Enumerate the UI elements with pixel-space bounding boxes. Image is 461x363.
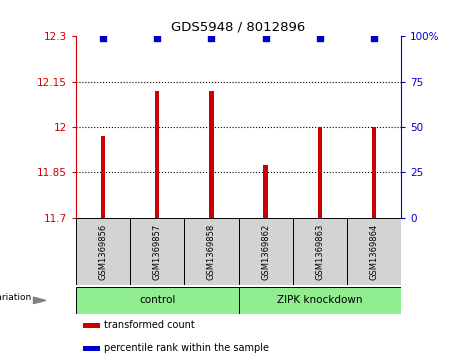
Text: transformed count: transformed count — [104, 321, 195, 330]
Bar — [372, 127, 376, 218]
Title: GDS5948 / 8012896: GDS5948 / 8012896 — [171, 21, 306, 34]
Point — [100, 35, 107, 41]
Text: ZIPK knockdown: ZIPK knockdown — [277, 295, 362, 305]
Text: genotype/variation: genotype/variation — [0, 293, 32, 302]
Bar — [83, 346, 100, 351]
Bar — [209, 91, 213, 218]
Point — [208, 35, 215, 41]
Text: GSM1369864: GSM1369864 — [369, 223, 378, 280]
Bar — [76, 218, 130, 285]
Point — [154, 35, 161, 41]
Point — [316, 35, 324, 41]
Bar — [130, 218, 184, 285]
Bar — [239, 287, 401, 314]
Text: GSM1369863: GSM1369863 — [315, 223, 325, 280]
Text: GSM1369862: GSM1369862 — [261, 223, 270, 280]
Point — [370, 35, 378, 41]
Bar — [155, 91, 160, 218]
Bar — [184, 218, 238, 285]
Bar — [101, 136, 105, 218]
Polygon shape — [34, 297, 46, 303]
Text: GSM1369857: GSM1369857 — [153, 223, 162, 280]
Bar — [347, 218, 401, 285]
Bar — [239, 218, 293, 285]
Text: control: control — [139, 295, 176, 305]
Point — [262, 35, 269, 41]
Bar — [83, 323, 100, 327]
Bar — [293, 218, 347, 285]
Bar — [264, 165, 268, 218]
Text: GSM1369858: GSM1369858 — [207, 223, 216, 280]
Bar — [318, 127, 322, 218]
Text: GSM1369856: GSM1369856 — [99, 223, 108, 280]
Bar — [76, 287, 238, 314]
Text: percentile rank within the sample: percentile rank within the sample — [104, 343, 269, 354]
